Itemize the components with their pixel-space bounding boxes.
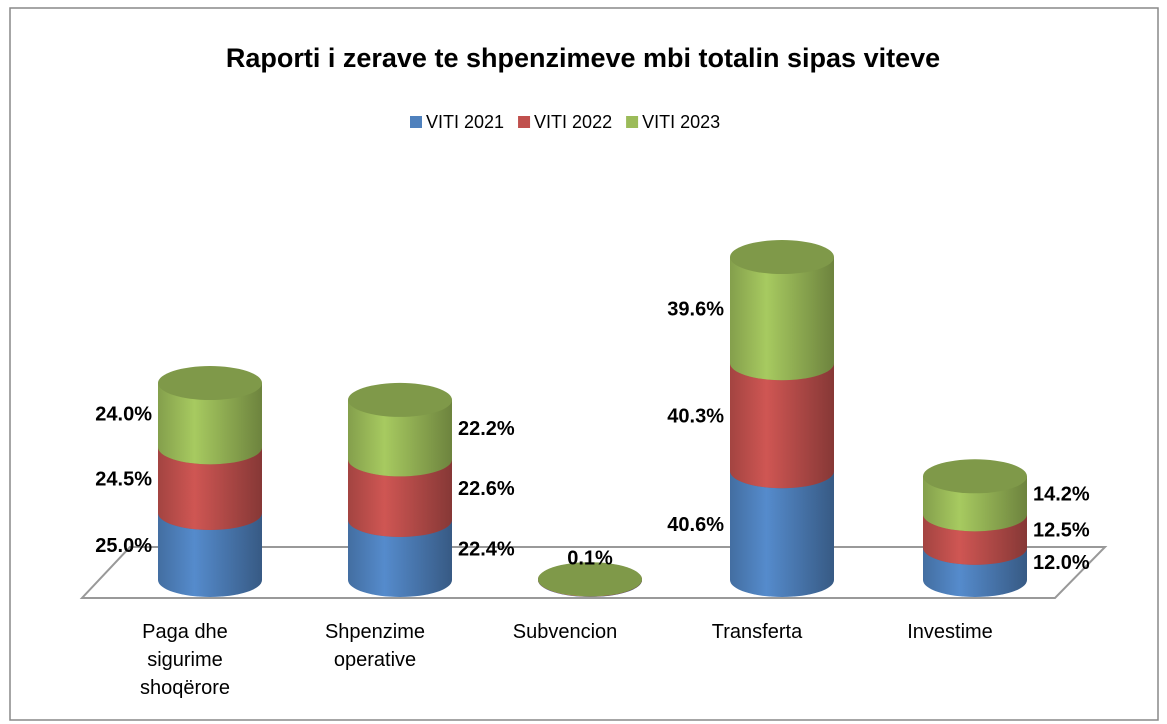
x-tick-label: Shpenzime operative xyxy=(324,621,426,671)
cylinder-body xyxy=(730,471,834,597)
cylinder-body xyxy=(158,513,262,597)
cylinder-segment xyxy=(923,459,1027,532)
x-tick-label: Transferta xyxy=(711,621,803,643)
cylinder-top xyxy=(923,459,1027,494)
x-tick-label: Paga dhe sigurime shoqërore xyxy=(139,621,231,699)
cylinder-top xyxy=(158,366,262,401)
data-label: 12.0% xyxy=(1033,552,1090,574)
cylinder-body xyxy=(348,519,452,597)
data-label: 14.2% xyxy=(1033,484,1090,506)
cylinder-body xyxy=(730,257,834,381)
cylinder-segment xyxy=(348,382,453,477)
cylinder-body xyxy=(158,383,262,465)
data-label: 40.3% xyxy=(667,405,724,427)
data-label: 25.0% xyxy=(95,535,152,557)
data-label: 24.0% xyxy=(95,403,152,425)
legend-label: VITI 2021 xyxy=(426,112,504,132)
x-tick-label: Investime xyxy=(907,621,993,643)
cylinder-top xyxy=(348,382,452,417)
data-label: 40.6% xyxy=(667,514,724,536)
data-label: 24.5% xyxy=(95,468,152,490)
cylinder-segment xyxy=(730,240,834,381)
data-label: 22.2% xyxy=(458,418,515,440)
cylinder-body xyxy=(348,399,453,477)
cylinder-segment xyxy=(158,366,262,465)
legend-swatch xyxy=(626,116,639,128)
legend-label: VITI 2022 xyxy=(534,112,612,132)
data-label: 39.6% xyxy=(667,298,724,320)
chart-title: Raporti i zerave te shpenzimeve mbi tota… xyxy=(226,43,940,73)
chart-border xyxy=(9,7,1159,721)
cylinder-top xyxy=(730,240,834,275)
cylinder-body xyxy=(348,459,453,537)
cylinder-body xyxy=(730,363,834,489)
cylinder-top xyxy=(538,562,642,597)
cylinder-segment xyxy=(538,562,642,597)
x-tick-label: Subvencion xyxy=(512,621,618,643)
data-label: 22.4% xyxy=(458,538,515,560)
data-label: 22.6% xyxy=(458,478,515,500)
legend-swatch xyxy=(518,116,531,128)
data-label: 0.1% xyxy=(567,547,613,569)
legend-label: VITI 2023 xyxy=(642,112,720,132)
legend-swatch xyxy=(410,116,422,128)
cylinder-body xyxy=(158,447,262,530)
data-label: 12.5% xyxy=(1033,519,1090,541)
